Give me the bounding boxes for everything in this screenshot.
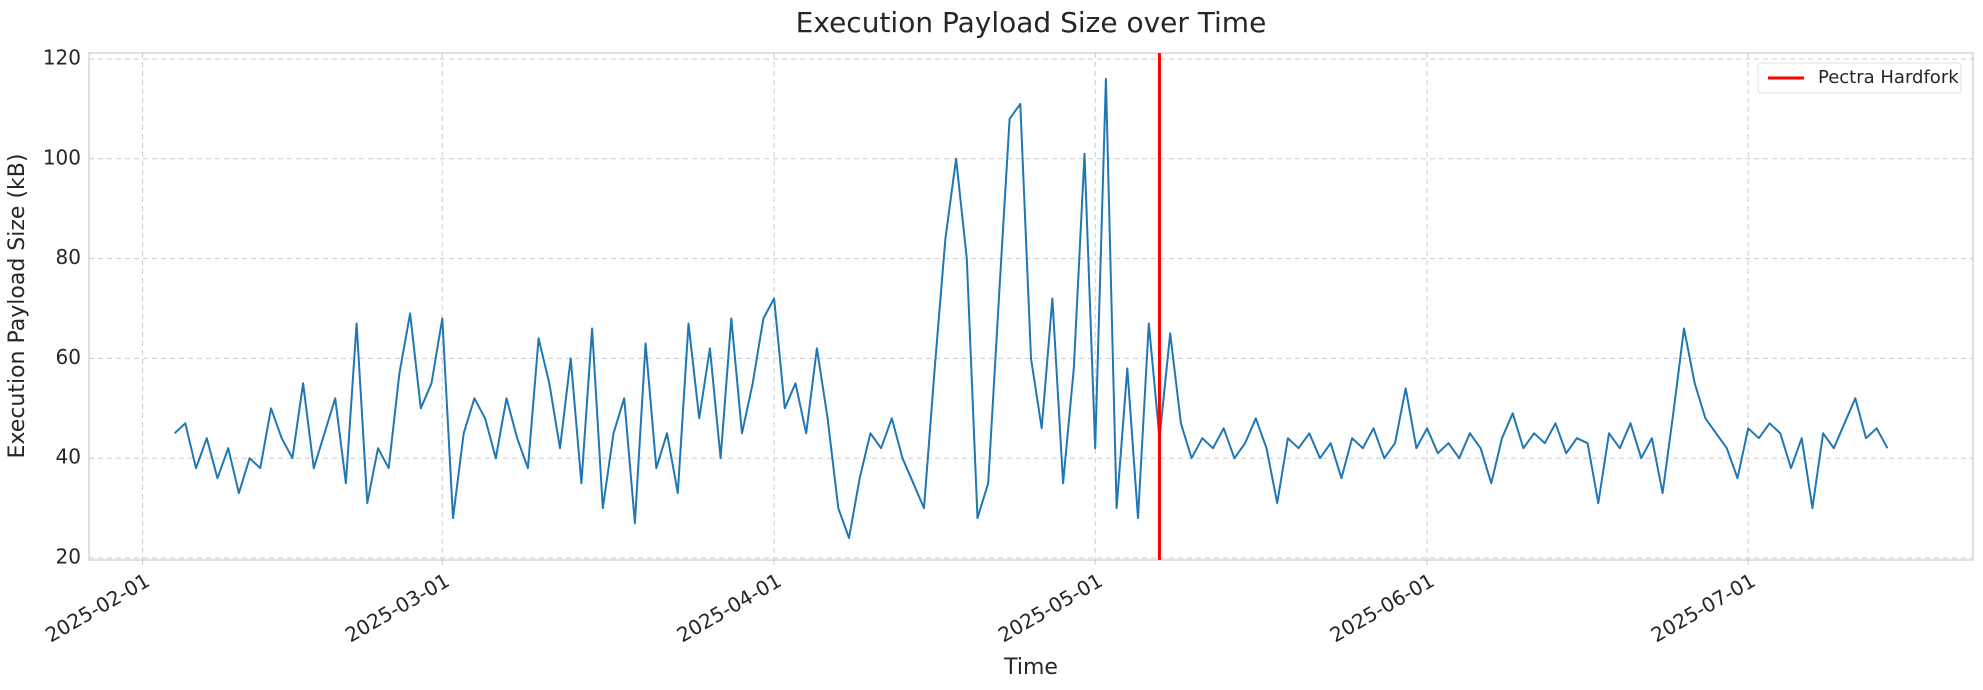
y-tick-label: 40: [56, 445, 81, 469]
legend: Pectra Hardfork: [1757, 62, 1962, 94]
x-tick-label: 2025-02-01: [41, 568, 154, 647]
x-tick-label: 2025-06-01: [1326, 568, 1439, 647]
y-tick-label: 60: [56, 345, 81, 369]
x-tick-label: 2025-04-01: [673, 568, 786, 647]
plot-frame: [88, 52, 1974, 561]
x-tick-label: 2025-05-01: [994, 568, 1107, 647]
y-tick-label: 20: [56, 545, 81, 569]
y-axis-label: Execution Payload Size (kB): [5, 154, 30, 459]
chart-title: Execution Payload Size over Time: [796, 6, 1267, 39]
x-axis-label: Time: [1003, 655, 1058, 680]
y-tick-label: 100: [43, 145, 81, 169]
x-tick-label: 2025-07-01: [1647, 568, 1760, 647]
legend-label: Pectra Hardfork: [1818, 67, 1959, 88]
legend-box: [1757, 62, 1962, 94]
data-line: [173, 77, 1889, 539]
y-tick-label: 120: [43, 45, 81, 69]
x-tick-label: 2025-03-01: [341, 568, 454, 647]
y-tick-label: 80: [56, 245, 81, 269]
